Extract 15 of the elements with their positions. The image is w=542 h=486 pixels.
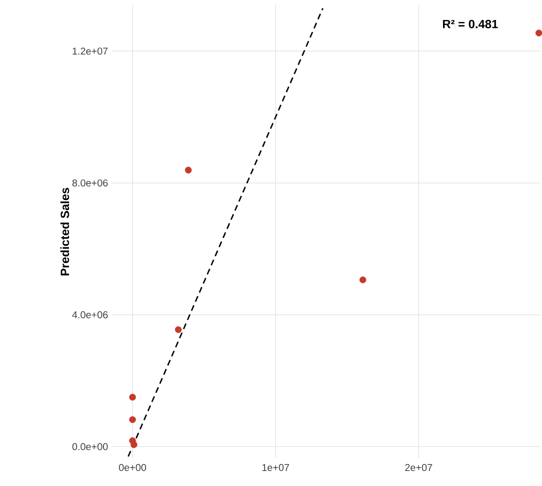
annotation: R² = 0.481: [442, 20, 498, 28]
point: [130, 441, 138, 448]
y-axis-title: Predicted Sales: [60, 188, 70, 276]
x-tick-label: 1e+07: [262, 464, 290, 471]
y-tick-label: 0.0e+00: [72, 442, 108, 450]
x-tick-label: 0e+00: [118, 464, 146, 471]
point: [129, 394, 136, 400]
point: [359, 276, 366, 284]
x-tick-label: 2e+07: [405, 464, 432, 471]
y-tick-label: 8.0e+06: [72, 179, 108, 186]
point: [174, 326, 182, 333]
point: [129, 416, 136, 423]
y-tick-label: 1.2e+07: [72, 47, 108, 54]
y-tick-label: 4.0e+06: [72, 311, 108, 318]
point: [184, 166, 192, 174]
